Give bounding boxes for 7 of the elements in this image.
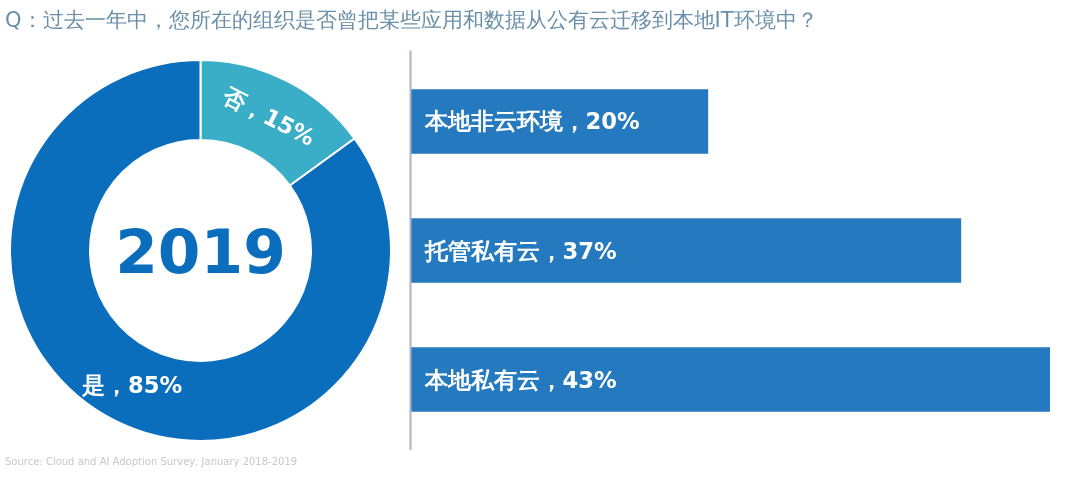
data-label: 托管私有云，37%	[423, 237, 617, 264]
text: 2019	[115, 216, 286, 287]
data-label: 是，85%	[81, 371, 183, 398]
data-label: 否，15%	[217, 81, 320, 151]
chart-title: Q：过去一年中，您所在的组织是否曾把某些应用和数据从公有云迁移到本地IT环境中？	[5, 7, 818, 34]
data-label: 本地私有云，43%	[423, 366, 617, 393]
data-label: 本地非云环境，20%	[423, 108, 640, 135]
